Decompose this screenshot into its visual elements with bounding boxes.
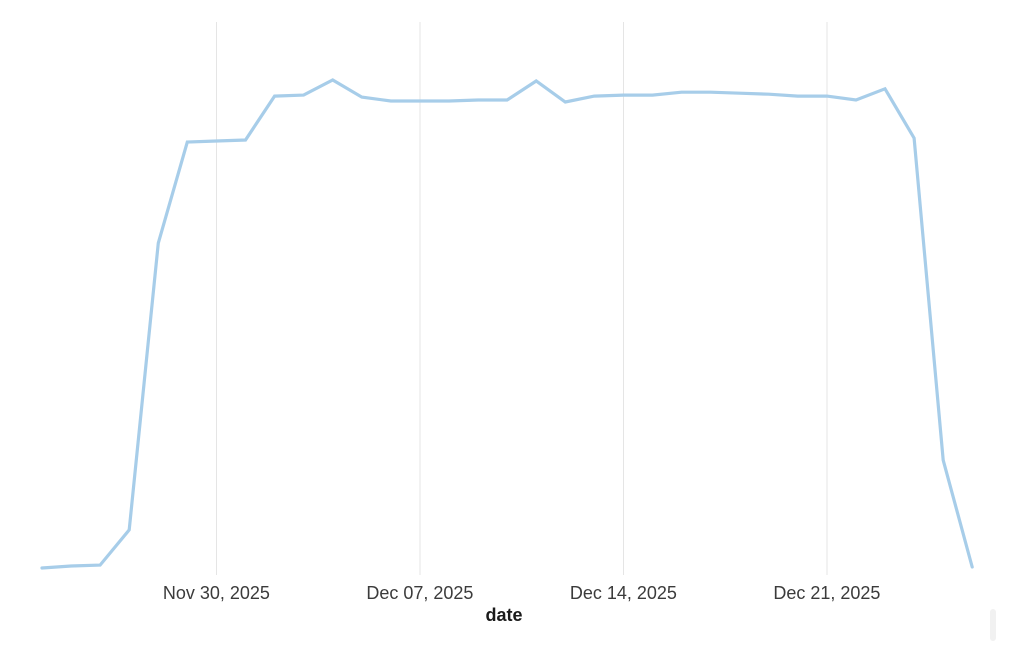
x-axis-title: date xyxy=(485,605,523,625)
x-axis-tick-label: Nov 30, 2025 xyxy=(162,583,270,603)
x-axis-tick-label: Dec 14, 2025 xyxy=(569,583,677,603)
series-line xyxy=(40,78,974,570)
faint-vertical-watermark xyxy=(990,609,996,641)
x-axis-tick-label: Dec 07, 2025 xyxy=(366,583,474,603)
x-axis-tick-label: Dec 21, 2025 xyxy=(773,583,881,603)
